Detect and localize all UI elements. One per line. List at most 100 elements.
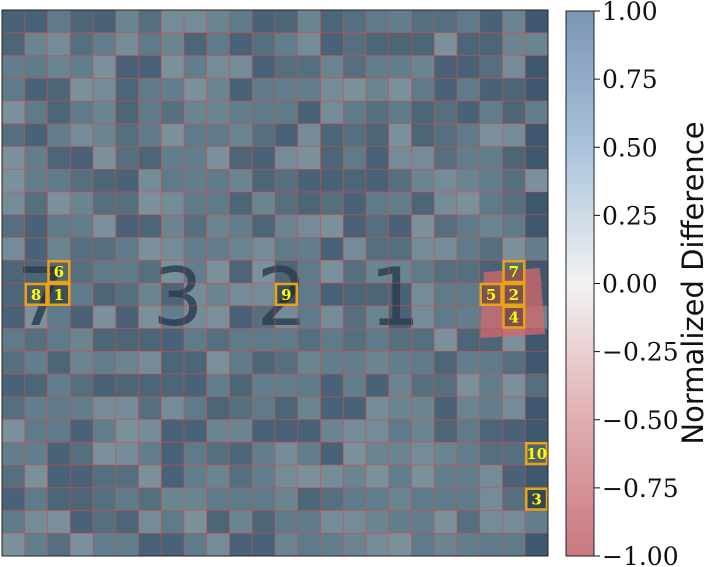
- heatmap-cell: [479, 78, 503, 101]
- heatmap-cell: [411, 510, 435, 534]
- heatmap-cell: [229, 169, 253, 192]
- heatmap-cell: [366, 419, 389, 443]
- heatmap-cell: [457, 305, 480, 329]
- heatmap-cell: [479, 396, 503, 420]
- heatmap-cell: [138, 101, 162, 124]
- heatmap-cell: [388, 510, 412, 534]
- heatmap-cell: [366, 146, 389, 170]
- heatmap-cell: [388, 533, 412, 556]
- heatmap-cell: [411, 374, 435, 397]
- heatmap-cell: [343, 283, 366, 306]
- heatmap-cell: [297, 78, 321, 101]
- heatmap-cell: [229, 214, 253, 238]
- heatmap-cell: [388, 146, 412, 170]
- heatmap-cell: [388, 487, 412, 511]
- heatmap-cell: [184, 192, 207, 215]
- heatmap-cell: [93, 123, 116, 147]
- heatmap-cell: [388, 328, 412, 352]
- highlight-cell-shade: [502, 283, 526, 306]
- heatmap-cell: [275, 55, 298, 79]
- highlight-cell-shade: [275, 283, 298, 306]
- heatmap-cell: [525, 10, 548, 33]
- heatmap-cell: [297, 283, 321, 306]
- heatmap-cell: [252, 192, 275, 215]
- heatmap-cell: [479, 487, 503, 511]
- heatmap-cell: [502, 55, 526, 79]
- heatmap-cell: [93, 283, 116, 306]
- heatmap-cell: [24, 146, 48, 170]
- heatmap-cell: [275, 328, 298, 352]
- colorbar-tick-label: −1.00: [602, 542, 679, 567]
- heatmap-cell: [252, 260, 275, 283]
- heatmap-cell: [502, 465, 526, 488]
- heatmap-cell: [184, 305, 207, 329]
- heatmap-cell: [434, 374, 457, 397]
- heatmap-cell: [343, 351, 366, 374]
- heatmap-cell: [24, 32, 48, 56]
- heatmap-cell: [343, 214, 366, 238]
- heatmap-cell: [184, 510, 207, 534]
- highlight-cell-label: 8: [31, 286, 41, 304]
- heatmap-cell: [434, 169, 457, 192]
- heatmap-cell: [479, 10, 503, 33]
- highlight-cell-border: [502, 282, 526, 306]
- heatmap-cell: [206, 55, 230, 79]
- heatmap-cell: [229, 78, 253, 101]
- heatmap-cell: [24, 396, 48, 420]
- heatmap-cell: [93, 328, 116, 352]
- heatmap-cell: [93, 533, 116, 556]
- heatmap-cell: [184, 487, 207, 511]
- heatmap-cell: [47, 146, 71, 170]
- heatmap-cell: [2, 487, 25, 511]
- heatmap-cell: [434, 260, 457, 283]
- heatmap-cell: [138, 146, 162, 170]
- heatmap-cell: [320, 533, 344, 556]
- heatmap-cell: [525, 123, 548, 147]
- heatmap-cell: [184, 351, 207, 374]
- heatmap-cell: [184, 419, 207, 443]
- heatmap-cell: [206, 101, 230, 124]
- heatmap-cell: [47, 55, 71, 79]
- heatmap-cell: [161, 10, 184, 33]
- heatmap-cell: [2, 192, 25, 215]
- heatmap-cell: [343, 78, 366, 101]
- heatmap-cell: [388, 465, 412, 488]
- heatmap-cell: [434, 351, 457, 374]
- heatmap-cell: [138, 32, 162, 56]
- heatmap-cell: [411, 328, 435, 352]
- heatmap-cell: [229, 305, 253, 329]
- heatmap-cell: [24, 214, 48, 238]
- heatmap-cell: [229, 442, 253, 465]
- heatmap-cell: [320, 305, 344, 329]
- heatmap-cell: [24, 169, 48, 192]
- heatmap-cell: [343, 10, 366, 33]
- heatmap-cell: [434, 465, 457, 488]
- heatmap-cell: [502, 10, 526, 33]
- heatmap-cell: [161, 351, 184, 374]
- heatmap-cell: [24, 487, 48, 511]
- heatmap-cell: [138, 283, 162, 306]
- heatmap-cell: [388, 419, 412, 443]
- heatmap-cell: [184, 32, 207, 56]
- heatmap-cell: [366, 442, 389, 465]
- heatmap-cell: [115, 123, 139, 147]
- heatmap-cell: [229, 374, 253, 397]
- highlight-cell-label: 5: [486, 286, 496, 304]
- heatmap-cell: [206, 78, 230, 101]
- heatmap-cell: [525, 351, 548, 374]
- heatmap-cell: [502, 442, 526, 465]
- heatmap-cell: [479, 123, 503, 147]
- highlight-cell-border: [274, 282, 298, 306]
- heatmap-cell: [24, 55, 48, 79]
- heatmap-cell: [457, 396, 480, 420]
- heatmap-cell: [525, 442, 548, 465]
- heatmap-cell: [2, 123, 25, 147]
- heatmap-cell: [479, 237, 503, 261]
- heatmap-cell: [2, 510, 25, 534]
- heatmap-cell: [479, 32, 503, 56]
- heatmap-cell: [2, 419, 25, 443]
- colorbar-tick-label: 0.50: [602, 133, 658, 162]
- colorbar-tick-label: −0.75: [602, 474, 679, 503]
- heatmap-cell: [434, 442, 457, 465]
- heatmap-cell: [297, 214, 321, 238]
